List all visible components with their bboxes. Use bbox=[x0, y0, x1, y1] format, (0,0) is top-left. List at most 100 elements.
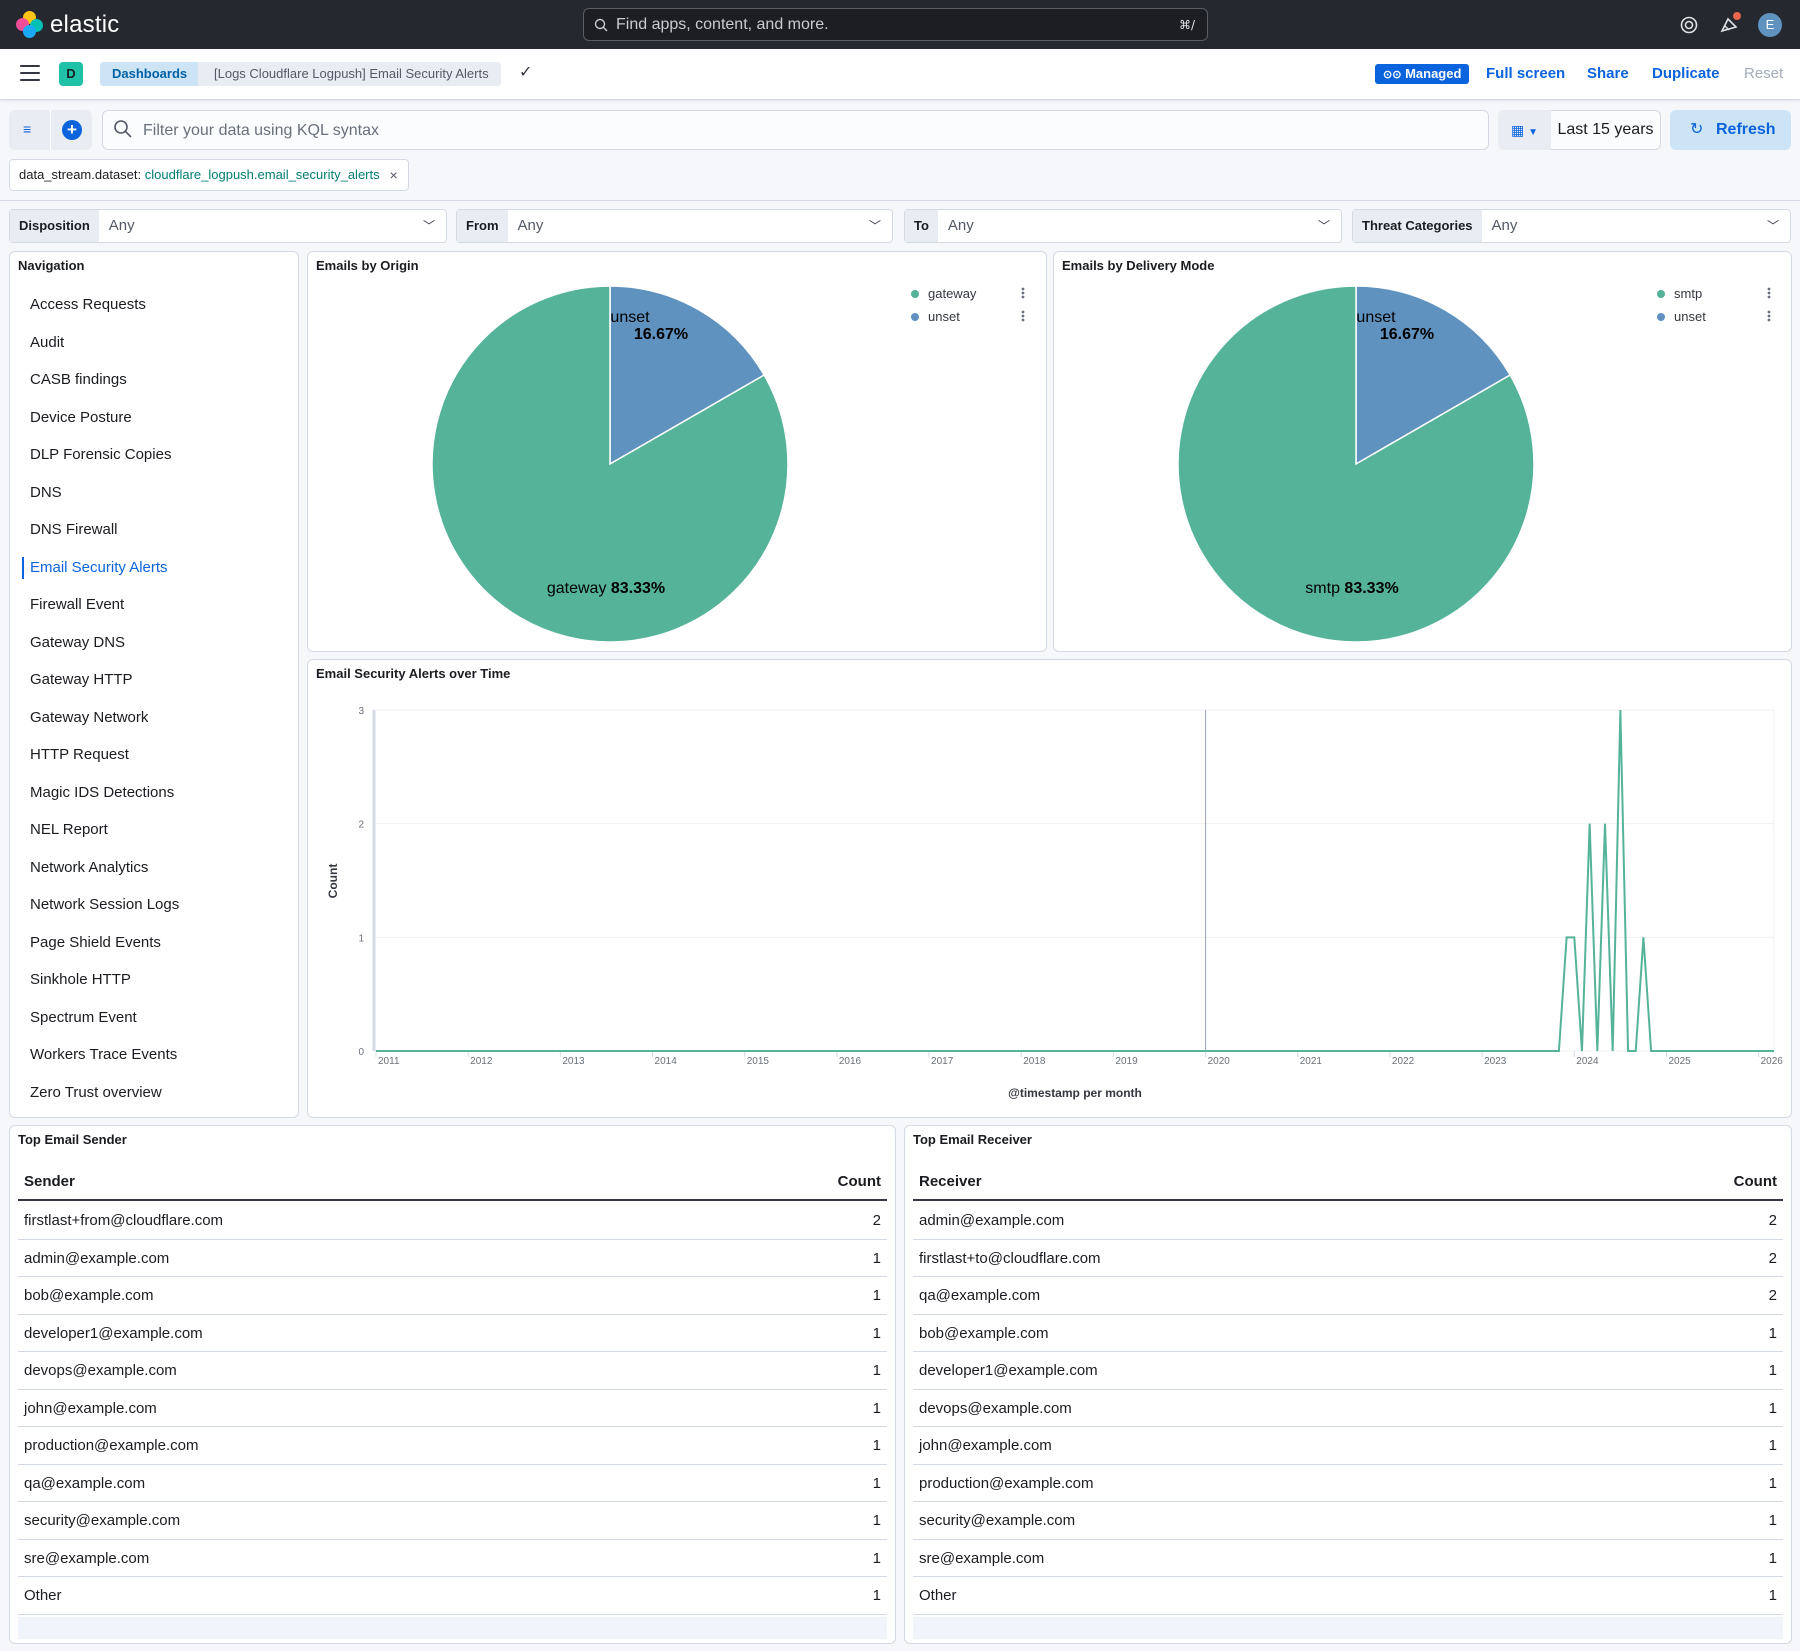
top-header: elastic Find apps, content, and more. ⌘/… bbox=[0, 0, 1800, 49]
nav-item-page-shield-events[interactable]: Page Shield Events bbox=[30, 933, 161, 951]
nav-item-zero-trust-overview[interactable]: Zero Trust overview bbox=[30, 1083, 162, 1101]
nav-item-device-posture[interactable]: Device Posture bbox=[30, 408, 132, 426]
share-button[interactable]: Share bbox=[1587, 65, 1629, 82]
nav-item-access-requests[interactable]: Access Requests bbox=[30, 296, 146, 313]
chevron-down-icon: ﹀ bbox=[1766, 219, 1779, 233]
nav-item-gateway-http[interactable]: Gateway HTTP bbox=[30, 671, 133, 688]
pie-slice-unset[interactable] bbox=[609, 285, 766, 466]
control-label: To bbox=[905, 210, 938, 242]
add-filter-icon[interactable]: + bbox=[62, 120, 82, 140]
legend-action-icon[interactable] bbox=[1021, 318, 1025, 322]
nav-item-firewall-event[interactable]: Firewall Event bbox=[30, 596, 125, 613]
breadcrumb-dashboards[interactable]: Dashboards bbox=[100, 62, 220, 86]
table-row: john@example.com 1 bbox=[18, 1390, 887, 1427]
table-cell: devops@example.com bbox=[24, 1362, 177, 1379]
nav-item-gateway-network[interactable]: Gateway Network bbox=[30, 708, 149, 726]
legend-action-icon[interactable] bbox=[1767, 291, 1771, 295]
table-row: developer1@example.com 1 bbox=[913, 1352, 1783, 1390]
nav-item-sinkhole-http[interactable]: Sinkhole HTTP bbox=[30, 971, 131, 988]
column-header[interactable]: Count bbox=[1733, 1173, 1777, 1190]
legend-action-icon[interactable] bbox=[1767, 314, 1771, 318]
nav-item-spectrum-event[interactable]: Spectrum Event bbox=[30, 1008, 137, 1026]
date-quick-menu-button[interactable]: ▦ ▼ bbox=[1498, 110, 1551, 150]
global-search-input[interactable]: Find apps, content, and more. ⌘/ bbox=[583, 8, 1208, 41]
filter-pill[interactable]: data_stream.dataset: cloudflare_logpush.… bbox=[9, 159, 409, 191]
space-avatar[interactable]: D bbox=[59, 62, 83, 86]
table-cell-count: 1 bbox=[872, 1474, 881, 1492]
nav-item-dns[interactable]: DNS bbox=[30, 483, 62, 501]
legend-action-icon[interactable] bbox=[1021, 287, 1025, 291]
nav-item-nel-report[interactable]: NEL Report bbox=[30, 821, 108, 838]
legend-dot-unset bbox=[911, 313, 919, 321]
y-tick-label: 0 bbox=[358, 1047, 364, 1058]
legend-action-icon[interactable] bbox=[1021, 295, 1025, 299]
time-range-display[interactable]: Last 15 years bbox=[1551, 110, 1661, 150]
legend-item-smtp[interactable]: smtp bbox=[1674, 286, 1702, 301]
pie-value-unset: 16.67% bbox=[634, 326, 688, 343]
legend-item-unset[interactable]: unset bbox=[1674, 309, 1706, 324]
filter-pill-value: cloudflare_logpush.email_security_alerts bbox=[144, 167, 380, 182]
legend-action-icon[interactable] bbox=[1021, 310, 1025, 314]
column-header[interactable]: Receiver bbox=[919, 1173, 982, 1190]
legend-dot-smtp bbox=[1657, 290, 1665, 298]
x-tick-label: 2022 bbox=[1392, 1056, 1415, 1067]
filter-menu-icon[interactable]: ≡ bbox=[23, 121, 32, 137]
legend-action-icon[interactable] bbox=[1021, 314, 1025, 318]
column-header[interactable]: Sender bbox=[24, 1173, 75, 1190]
nav-item-workers-trace-events[interactable]: Workers Trace Events bbox=[30, 1046, 178, 1063]
check-icon[interactable]: ✓ bbox=[519, 64, 533, 81]
duplicate-button[interactable]: Duplicate bbox=[1652, 65, 1720, 82]
reset-button[interactable]: Reset bbox=[1744, 65, 1784, 82]
refresh-button[interactable]: ↻ Refresh bbox=[1670, 110, 1791, 150]
news-icon[interactable] bbox=[1717, 13, 1741, 37]
elastic-logo[interactable]: elastic bbox=[16, 11, 119, 39]
help-icon[interactable] bbox=[1677, 13, 1701, 37]
legend-item-unset[interactable]: unset bbox=[928, 309, 960, 324]
kql-search-input[interactable]: Filter your data using KQL syntax bbox=[102, 110, 1489, 150]
search-shortcut: ⌘/ bbox=[1178, 17, 1195, 32]
avatar[interactable]: E bbox=[1758, 13, 1782, 37]
x-tick-label: 2021 bbox=[1300, 1056, 1323, 1067]
table-row: production@example.com 1 bbox=[18, 1427, 887, 1465]
nav-item-email-security-alerts[interactable]: Email Security Alerts bbox=[30, 558, 168, 576]
x-tick-label: 2018 bbox=[1023, 1056, 1046, 1067]
nav-item-http-request[interactable]: HTTP Request bbox=[30, 746, 129, 763]
nav-item-dlp-forensic-copies[interactable]: DLP Forensic Copies bbox=[30, 446, 172, 463]
line-series[interactable] bbox=[376, 709, 1774, 1052]
legend-item-gateway[interactable]: gateway bbox=[928, 286, 977, 301]
full-screen-button[interactable]: Full screen bbox=[1486, 65, 1566, 82]
notification-dot bbox=[1732, 11, 1742, 21]
column-header[interactable]: Count bbox=[837, 1173, 881, 1190]
chevron-down-icon: ﹀ bbox=[422, 219, 435, 233]
legend-action-icon[interactable] bbox=[1021, 291, 1025, 295]
control-disposition[interactable]: Disposition Any ﹀ bbox=[9, 209, 447, 243]
nav-item-network-session-logs[interactable]: Network Session Logs bbox=[30, 896, 180, 913]
nav-item-gateway-dns[interactable]: Gateway DNS bbox=[30, 633, 126, 651]
control-from[interactable]: From Any ﹀ bbox=[456, 209, 893, 243]
menu-icon[interactable] bbox=[20, 65, 40, 83]
nav-item-dns-firewall[interactable]: DNS Firewall bbox=[30, 521, 118, 538]
y-tick-label: 2 bbox=[358, 820, 364, 831]
control-threat-categories[interactable]: Threat Categories Any ﹀ bbox=[1352, 209, 1791, 243]
table-cell-count: 1 bbox=[872, 1549, 881, 1567]
nav-item-magic-ids-detections[interactable]: Magic IDS Detections bbox=[30, 783, 175, 801]
breadcrumb-current: [Logs Cloudflare Logpush] Email Security… bbox=[198, 62, 501, 86]
control-to[interactable]: To Any ﹀ bbox=[904, 209, 1342, 243]
nav-item-casb-findings[interactable]: CASB findings bbox=[30, 371, 127, 388]
table-row: bob@example.com 1 bbox=[18, 1277, 887, 1315]
nav-item-audit[interactable]: Audit bbox=[30, 333, 65, 351]
pie-slice-smtp[interactable] bbox=[1177, 285, 1535, 643]
pie-slice-unset[interactable] bbox=[1355, 285, 1512, 466]
legend-action-icon[interactable] bbox=[1767, 310, 1771, 314]
nav-item-network-analytics[interactable]: Network Analytics bbox=[30, 858, 149, 876]
legend-action-icon[interactable] bbox=[1767, 295, 1771, 299]
legend-action-icon[interactable] bbox=[1767, 318, 1771, 322]
close-icon[interactable]: × bbox=[389, 167, 398, 183]
filter-pill-field: data_stream.dataset: bbox=[19, 167, 142, 182]
legend-action-icon[interactable] bbox=[1767, 287, 1771, 291]
table-cell-count: 2 bbox=[1768, 1287, 1777, 1304]
table-cell-count: 1 bbox=[872, 1249, 881, 1267]
pie-label-gateway: gateway 83.33% bbox=[547, 580, 665, 597]
pie-slice-gateway[interactable] bbox=[431, 285, 789, 643]
